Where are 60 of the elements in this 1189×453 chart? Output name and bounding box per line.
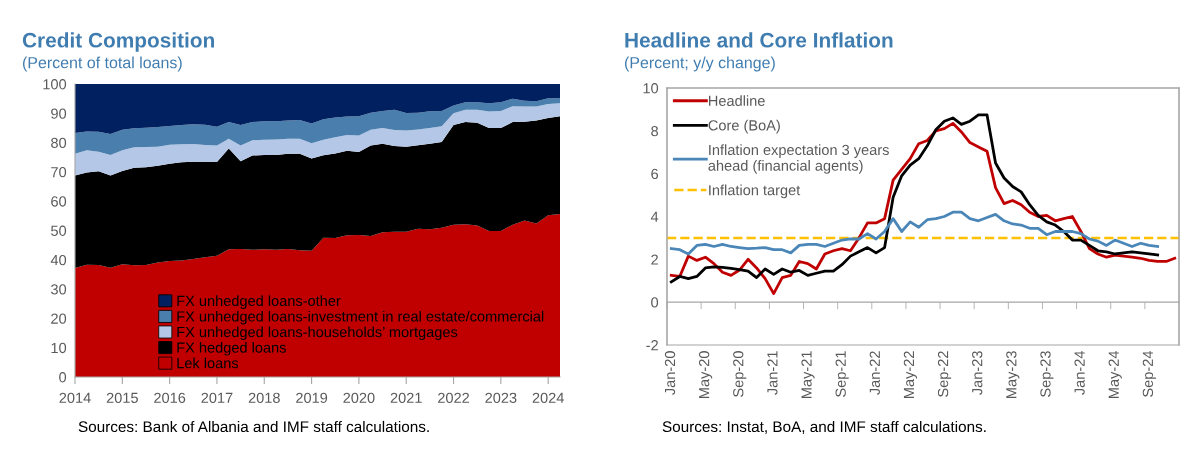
x-tick-label: May-20 [698,351,713,398]
x-tick-label: Sep-20 [733,351,747,397]
legend-label: Inflation target [709,184,801,199]
chart-title: Headline and Core Inflation [625,32,893,48]
source-note: Sources: Instat, BoA, and IMF staff calculations. [662,420,986,434]
y-tick-label: 80 [51,137,67,149]
x-tick-label: Jan-21 [767,351,778,395]
chart-subtitle: (Percent of total loans) [22,56,182,72]
x-tick-label: Sep-21 [835,351,849,397]
x-tick-label: Sep-24 [1142,350,1156,397]
x-tick-label: May-22 [903,351,917,398]
x-tick-label: Jan-23 [972,351,983,395]
x-tick-label: Jan-24 [1074,350,1085,395]
y-tick-label: 50 [51,225,67,236]
y-tick-label: 4 [650,211,659,222]
y-tick-label: 8 [651,125,659,137]
x-tick-label: 2018 [248,392,280,403]
y-tick-label: 6 [651,168,659,180]
y-tick-label: 100 [43,79,67,90]
y-tick-label: 20 [51,313,67,324]
y-tick-label: 2 [651,254,658,265]
x-tick-label: 2021 [390,392,422,403]
series-label: FX unhedged loans-investment in real estate/commercial [177,310,544,325]
x-tick-label: Jan-22 [869,351,880,395]
x-tick-label: 2019 [296,392,328,403]
series-label: FX hedged loans [177,342,286,356]
y-tick-label: 70 [51,167,67,178]
x-tick-label: May-21 [801,351,815,398]
y-tick-label: 90 [51,108,67,119]
x-tick-label: 2022 [438,392,470,403]
x-tick-label: 2015 [106,392,138,403]
x-tick-label: 2017 [201,392,233,403]
y-tick-label: -2 [646,340,658,351]
series-label: Lek loans [177,357,239,369]
x-tick-label: Sep-22 [937,351,952,397]
series-label: FX unhedged loans-other [177,295,341,309]
x-tick-label: May-24 [1108,350,1122,398]
y-tick-label: 0 [651,297,659,308]
legend-label: Headline [709,95,765,106]
y-tick-label: 10 [51,342,67,354]
x-tick-label: 2023 [485,392,517,403]
line-series [669,210,1160,256]
x-tick-label: Sep-23 [1040,351,1054,397]
y-tick-label: 60 [51,196,67,207]
x-tick-label: 2020 [343,392,375,403]
y-tick-label: 0 [59,372,67,383]
source-note: Sources: Bank of Albania and IMF staff calculations. [78,420,429,433]
legend-label: Core (BoA) [708,119,780,134]
y-tick-label: 30 [51,284,67,295]
legend-label: Inflation expectation 3 years ahead (financial agents) [708,144,889,174]
x-tick-label: May-23 [1006,351,1020,398]
x-tick-label: 2024 [532,392,564,403]
x-tick-label: Jan-20 [664,351,676,395]
y-tick-label: 40 [50,254,67,266]
chart-subtitle: (Percent; y/y change) [624,56,775,72]
y-tick-label: 10 [643,83,659,94]
x-tick-label: 2016 [154,392,186,403]
series-label: FX unhedged loans-households’ mortgages [177,326,458,341]
x-tick-label: 2014 [59,392,91,403]
chart-title: Credit Composition [22,32,214,52]
